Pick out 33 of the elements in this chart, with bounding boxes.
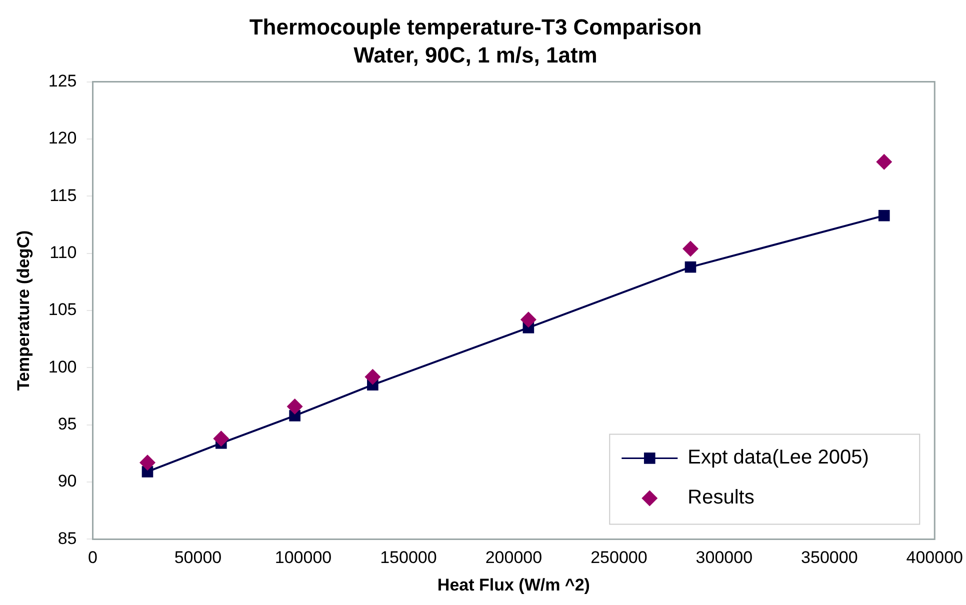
point [520,312,536,328]
y-tick-label: 125 [48,71,77,90]
x-tick-label: 100000 [274,548,332,568]
point [684,261,696,273]
x-tick-label: 300000 [696,548,753,568]
x-tick-label: 400000 [906,548,964,568]
x-tick-label: 150000 [380,548,437,568]
point [682,240,698,257]
y-tick-label: 110 [50,243,77,262]
y-tick-label: 115 [50,186,77,205]
point [876,154,892,170]
y-tick-label: 85 [58,528,77,548]
x-axis-title: Heat Flux (W/m ^2) [437,575,590,594]
y-tick-label: 105 [48,300,77,320]
point [286,398,303,415]
y-tick-label: 100 [48,357,77,376]
point [878,210,890,222]
y-tick-label: 90 [58,472,77,491]
y-tick-label: 120 [48,128,77,148]
x-tick-label: 250000 [590,548,648,568]
x-tick-label: 350000 [801,548,858,568]
chart-subtitle: Water, 90C, 1 m/s, 1atm [354,42,598,68]
x-tick-label: 200000 [485,548,542,568]
y-axis-title: Temperature (degC) [14,230,33,391]
point [139,454,156,471]
x-tick-label: 50000 [174,548,222,568]
legend-label: Expt data(Lee 2005) [688,446,869,469]
x-tick-label: 0 [88,548,98,568]
y-tick-label: 95 [58,414,77,434]
legend-label: Results [688,486,754,509]
chart-title: Thermocouple temperature-T3 Comparison [249,14,702,40]
point [213,430,230,447]
point [364,368,381,385]
